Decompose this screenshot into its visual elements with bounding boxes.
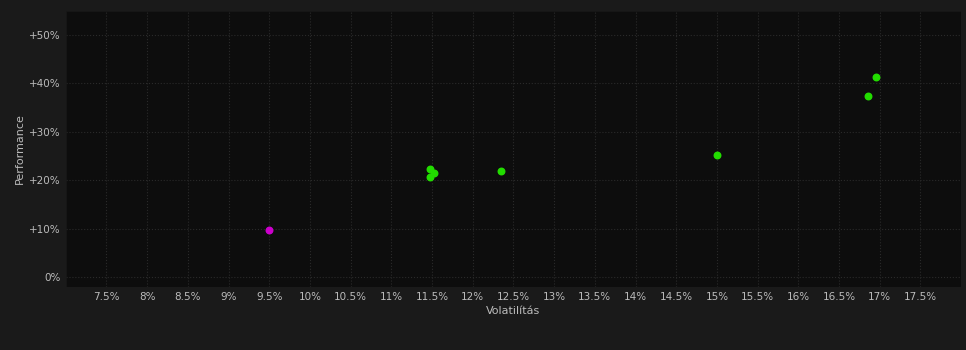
Point	[423, 175, 439, 180]
Point	[262, 228, 277, 233]
Point	[426, 170, 441, 175]
Point	[709, 152, 724, 158]
Point	[868, 74, 884, 80]
Point	[423, 166, 439, 172]
X-axis label: Volatilítás: Volatilítás	[486, 306, 541, 316]
Point	[494, 168, 509, 174]
Point	[860, 93, 875, 99]
Y-axis label: Performance: Performance	[15, 113, 25, 184]
